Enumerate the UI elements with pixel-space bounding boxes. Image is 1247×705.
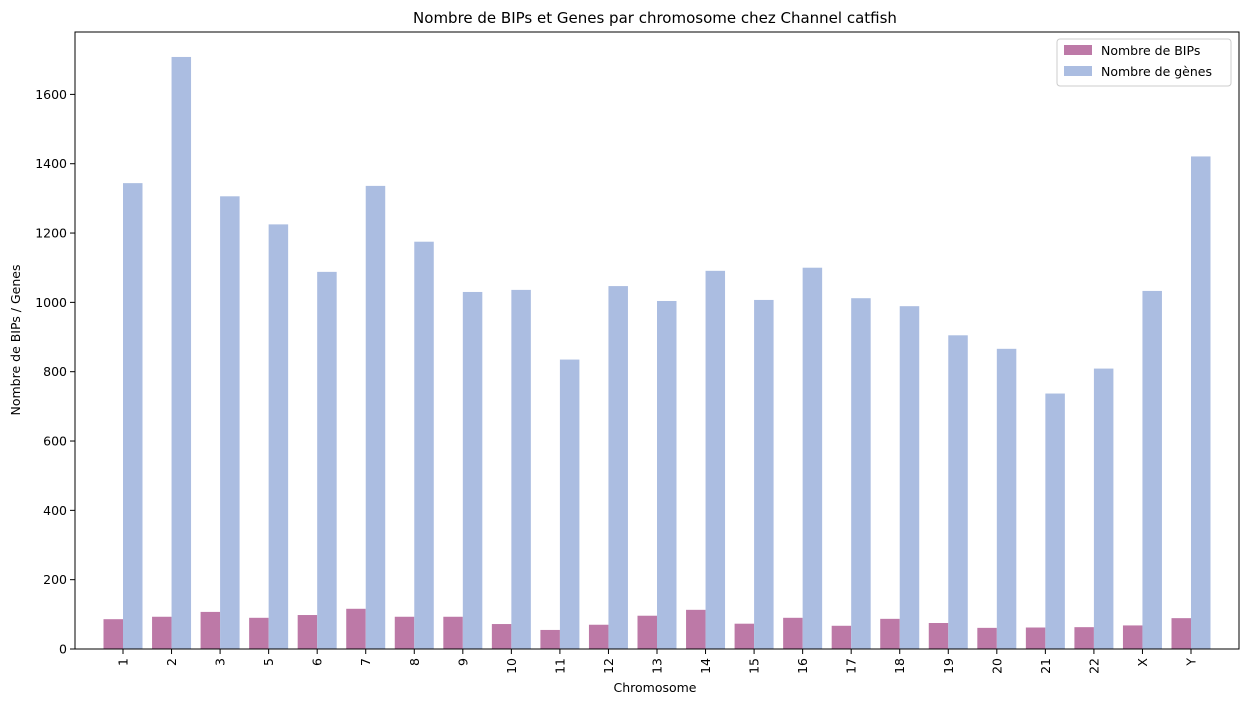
x-tick-label-20: 20 — [989, 658, 1004, 674]
y-tick-label: 800 — [43, 364, 67, 379]
x-tick-label-1: 1 — [116, 658, 131, 666]
bar-genes-9 — [462, 291, 483, 649]
y-tick-label: 600 — [43, 434, 67, 449]
bar-genes-10 — [511, 289, 531, 649]
x-tick-label-7: 7 — [358, 658, 373, 666]
chart-title: Nombre de BIPs et Genes par chromosome c… — [413, 9, 897, 27]
x-tick-label-5: 5 — [261, 658, 276, 666]
y-tick-label: 1200 — [35, 226, 67, 241]
bar-genes-16 — [802, 267, 823, 649]
bar-bips-17 — [831, 625, 852, 649]
bar-bips-7 — [346, 608, 366, 649]
bar-genes-7 — [365, 185, 386, 649]
bar-bips-12 — [588, 624, 609, 649]
bar-genes-18 — [899, 306, 920, 649]
y-tick-label: 1600 — [35, 87, 67, 102]
bar-genes-14 — [705, 270, 726, 649]
x-tick-label-16: 16 — [795, 658, 810, 674]
bar-genes-2 — [171, 56, 192, 649]
x-tick-label-13: 13 — [650, 658, 665, 674]
bar-genes-15 — [754, 299, 774, 649]
bar-bips-22 — [1074, 627, 1094, 649]
x-tick-label-Y: Y — [1184, 658, 1199, 667]
legend: Nombre de BIPs Nombre de gènes — [1056, 38, 1232, 87]
bar-bips-10 — [491, 624, 512, 649]
y-axis: 0 200 400 600 800 1000 1200 1400 1600 — [35, 87, 75, 657]
bar-bips-8 — [394, 616, 415, 649]
x-axis-label: Chromosome — [613, 680, 696, 695]
bar-bips-6 — [297, 615, 318, 649]
bar-bips-5 — [249, 617, 269, 649]
bar-genes-6 — [317, 271, 337, 649]
bar-bips-3 — [200, 611, 221, 649]
x-tick-label-11: 11 — [552, 658, 567, 674]
x-axis: 1 2 3 5 6 7 8 9 10 11 12 13 14 15 16 17 18 19 20 21 22 X Y — [116, 649, 1199, 674]
bar-bips-18 — [880, 618, 900, 649]
legend-frame — [1056, 38, 1232, 87]
legend-label-genes: Nombre de gènes — [1101, 64, 1212, 79]
bar-genes-8 — [414, 241, 434, 649]
x-tick-label-3: 3 — [213, 658, 228, 666]
x-tick-label-X: X — [1135, 658, 1150, 667]
bar-genes-1 — [123, 183, 143, 649]
bar-bips-14 — [686, 609, 706, 649]
bars-layer — [103, 56, 1211, 650]
bar-bips-2 — [152, 616, 172, 649]
bar-bips-11 — [540, 629, 560, 649]
bar-genes-17 — [851, 298, 871, 649]
bar-genes-12 — [608, 286, 628, 649]
bar-genes-5 — [268, 224, 289, 649]
bar-genes-20 — [996, 348, 1017, 649]
x-tick-label-10: 10 — [504, 658, 519, 674]
bar-genes-3 — [220, 196, 240, 650]
bar-bips-15 — [734, 623, 755, 649]
bar-genes-Y — [1191, 156, 1211, 649]
x-tick-label-9: 9 — [455, 658, 470, 666]
x-tick-label-19: 19 — [941, 658, 956, 674]
bar-bips-Y — [1171, 618, 1191, 649]
bar-genes-13 — [657, 300, 677, 649]
bar-genes-21 — [1045, 393, 1065, 649]
bar-bips-16 — [783, 617, 803, 649]
legend-swatch-bips — [1064, 45, 1092, 55]
x-tick-label-2: 2 — [164, 658, 179, 666]
legend-label-bips: Nombre de BIPs — [1101, 43, 1200, 58]
y-tick-label: 1000 — [35, 295, 67, 310]
bar-genes-X — [1142, 290, 1162, 649]
x-tick-label-12: 12 — [601, 658, 616, 674]
x-tick-label-22: 22 — [1086, 658, 1101, 674]
x-tick-label-6: 6 — [310, 658, 325, 666]
bar-bips-1 — [103, 619, 123, 649]
x-tick-label-15: 15 — [747, 658, 762, 674]
y-tick-label: 200 — [43, 572, 67, 587]
bar-genes-22 — [1093, 368, 1114, 649]
legend-swatch-genes — [1064, 66, 1092, 76]
bar-bips-20 — [977, 627, 997, 649]
y-tick-label: 1400 — [35, 156, 67, 171]
bar-bips-13 — [637, 615, 657, 649]
y-axis-label: Nombre de BIPs / Genes — [8, 265, 23, 416]
bar-bips-21 — [1025, 627, 1046, 649]
x-tick-label-14: 14 — [698, 658, 713, 674]
bar-genes-19 — [948, 335, 968, 649]
bar-bips-19 — [928, 623, 949, 649]
y-tick-label: 400 — [43, 503, 67, 518]
x-tick-label-21: 21 — [1038, 658, 1053, 674]
y-tick-label: 0 — [59, 642, 67, 657]
x-tick-label-8: 8 — [407, 658, 422, 666]
bar-bips-9 — [443, 616, 463, 649]
x-tick-label-17: 17 — [844, 658, 859, 674]
bar-bips-X — [1122, 625, 1143, 649]
bar-genes-11 — [559, 359, 580, 649]
x-tick-label-18: 18 — [892, 658, 907, 674]
